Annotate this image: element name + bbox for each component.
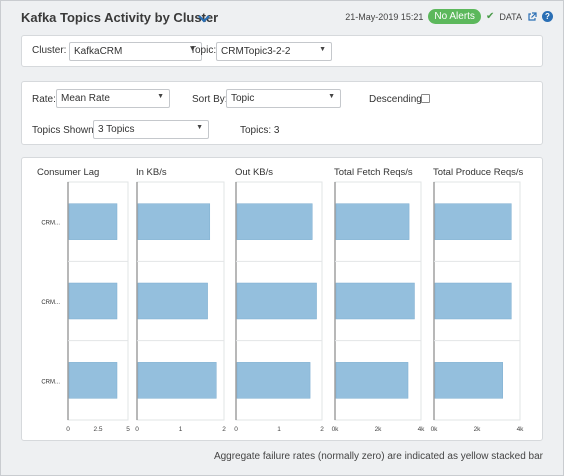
- page-header: Kafka Topics Activity by Cluster 21-May-…: [1, 1, 563, 33]
- bar-charts: CRM... CRM... CRM... Consumer Lag 0 2.5 5 In KB…: [37, 167, 525, 433]
- footer-note: Aggregate failure rates (normally zero) …: [213, 451, 543, 462]
- filter-panel: Cluster: KafkaCRM ▼ Topic: CRMTopic3-2-2…: [21, 35, 543, 67]
- options-panel: Rate: Mean Rate ▼ Sort By: Topic ▼ Desce…: [21, 81, 543, 145]
- dropdown-arrow-icon: ▼: [196, 124, 203, 131]
- bar: [236, 203, 313, 240]
- tick-label: 2: [222, 426, 226, 433]
- tick-label: 0: [234, 426, 238, 433]
- tick-label: 1: [179, 426, 183, 433]
- topic-select[interactable]: CRMTopic3-2-2 ▼: [216, 42, 332, 61]
- bar: [137, 362, 217, 399]
- cluster-select-value: KafkaCRM: [74, 46, 123, 57]
- bar: [236, 362, 311, 399]
- tick-label: 0: [66, 426, 70, 433]
- bar: [335, 282, 415, 320]
- dropdown-arrow-icon: ▼: [319, 46, 326, 53]
- tick-label: 2k: [474, 426, 482, 433]
- tick-label: 1: [277, 426, 281, 433]
- panel-title: Total Produce Reqs/s: [433, 167, 524, 178]
- alert-badge[interactable]: No Alerts: [428, 9, 481, 24]
- topics-shown-label: Topics Shown:: [32, 125, 97, 136]
- bar: [434, 362, 503, 399]
- tick-label: 0k: [332, 426, 340, 433]
- topics-count: Topics: 3: [240, 125, 280, 136]
- chevron-down-icon[interactable]: [197, 11, 211, 25]
- cluster-select[interactable]: KafkaCRM ▼: [69, 42, 202, 61]
- topic-select-value: CRMTopic3-2-2: [221, 46, 291, 57]
- rate-label: Rate:: [32, 94, 56, 105]
- sort-by-select-value: Topic: [231, 93, 255, 104]
- panel-title: Out KB/s: [235, 167, 273, 178]
- rate-select-value: Mean Rate: [61, 93, 110, 104]
- dropdown-arrow-icon: ▼: [328, 93, 335, 100]
- tick-label: 2.5: [93, 426, 102, 433]
- bar: [68, 203, 118, 240]
- bar: [335, 203, 410, 240]
- sort-by-label: Sort By:: [192, 94, 228, 105]
- panel-title: Consumer Lag: [37, 167, 99, 178]
- panel-title: In KB/s: [136, 167, 167, 178]
- category-label: CRM...: [41, 221, 60, 227]
- bar: [68, 362, 118, 399]
- rate-select[interactable]: Mean Rate ▼: [56, 89, 170, 108]
- tick-label: 0k: [431, 426, 439, 433]
- bar: [236, 282, 317, 320]
- category-label: CRM...: [41, 379, 60, 385]
- check-icon: ✔: [485, 11, 495, 22]
- sort-by-select[interactable]: Topic ▼: [226, 89, 341, 108]
- tick-label: 4k: [517, 426, 525, 433]
- bar: [434, 282, 512, 320]
- tick-label: 2: [320, 426, 324, 433]
- chart-panel: CRM... CRM... CRM... Consumer Lag 0 2.5 5 In KB…: [21, 157, 543, 441]
- timestamp: 21-May-2019 15:21: [345, 11, 424, 22]
- page-title: Kafka Topics Activity by Cluster: [21, 10, 219, 25]
- help-icon[interactable]: ?: [542, 11, 553, 22]
- bar: [434, 203, 512, 240]
- bar: [137, 203, 211, 240]
- topics-shown-select-value: 3 Topics: [98, 124, 135, 135]
- descending-checkbox[interactable]: [421, 94, 430, 103]
- topic-label: Topic:: [190, 45, 217, 56]
- tick-label: 0: [135, 426, 139, 433]
- category-label: CRM...: [41, 300, 60, 306]
- data-link[interactable]: DATA: [499, 11, 522, 22]
- dropdown-arrow-icon: ▼: [157, 93, 164, 100]
- panel-title: Total Fetch Reqs/s: [334, 167, 413, 178]
- cluster-label: Cluster:: [32, 45, 67, 56]
- descending-label: Descending:: [369, 94, 425, 105]
- topics-shown-select[interactable]: 3 Topics ▼: [93, 120, 209, 139]
- header-status: 21-May-2019 15:21 No Alerts ✔ DATA ?: [345, 9, 553, 24]
- tick-label: 2k: [375, 426, 383, 433]
- tick-label: 4k: [418, 426, 426, 433]
- bar: [335, 362, 409, 399]
- dropdown-arrow-icon: ▼: [189, 46, 196, 53]
- bar: [137, 282, 208, 320]
- external-link-icon[interactable]: [527, 11, 537, 22]
- bar: [68, 282, 118, 320]
- tick-label: 5: [126, 426, 130, 433]
